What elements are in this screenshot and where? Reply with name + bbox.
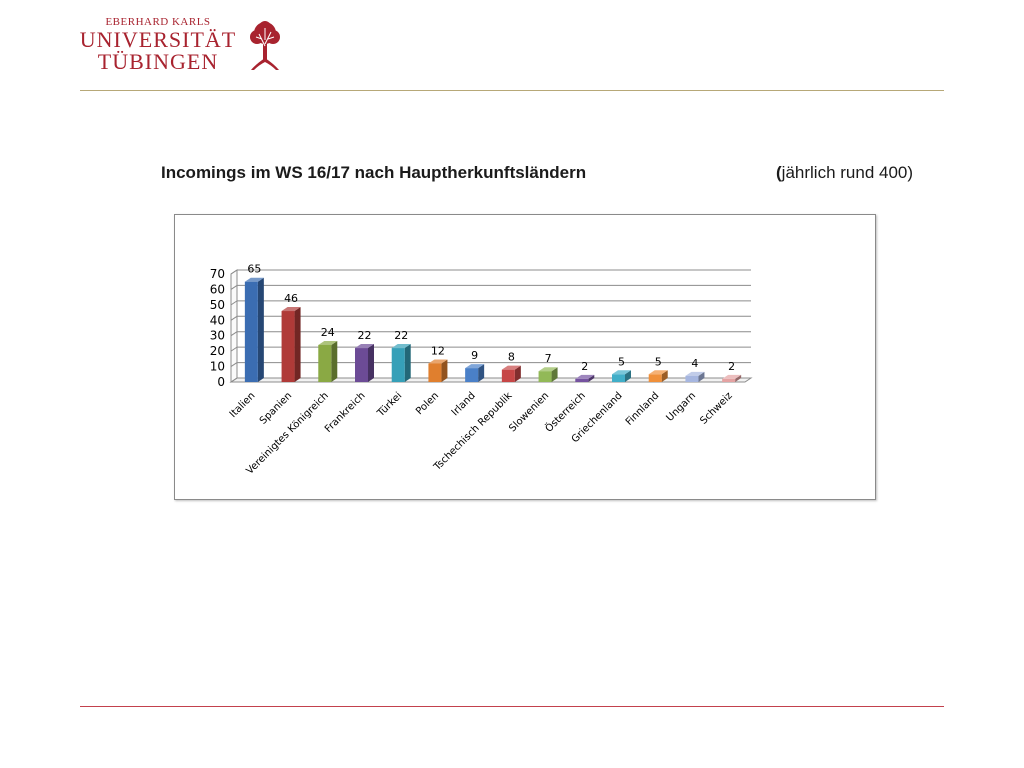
y-tick-label: 30: [210, 329, 225, 343]
y-tick-label: 40: [210, 313, 225, 327]
data-label: 22: [358, 329, 372, 342]
logo-line-3: TÜBINGEN: [97, 49, 219, 74]
logo-wordmark: EBERHARD KARLS UNIVERSITÄT TÜBINGEN: [78, 16, 238, 73]
bar: [501, 369, 515, 382]
bar-side: [441, 359, 448, 382]
bar-top: [281, 307, 301, 312]
bar-top: [465, 364, 485, 369]
header-divider: [80, 90, 944, 91]
bar-side: [625, 370, 631, 382]
bar-side: [368, 344, 374, 382]
x-tick-label: Spanien: [258, 390, 294, 426]
bar-top: [428, 359, 448, 364]
gridline-depth: [230, 285, 238, 290]
gridline-depth: [230, 315, 238, 321]
bar-side: [257, 277, 264, 382]
bar: [318, 344, 332, 382]
x-tick-label: Italien: [228, 390, 258, 420]
gridline-depth: [230, 300, 238, 306]
chart-side-wall: [230, 269, 238, 383]
y-tick-label: 20: [210, 344, 225, 358]
bar-side: [404, 344, 411, 382]
bar-top: [538, 367, 558, 372]
tree-icon: [250, 21, 280, 70]
bar-top: [612, 370, 631, 375]
data-label: 46: [284, 292, 298, 305]
data-label: 4: [691, 357, 698, 370]
gridline-depth: [230, 377, 238, 383]
data-label: 2: [581, 360, 588, 373]
university-logo: EBERHARD KARLS UNIVERSITÄT TÜBINGEN: [78, 16, 288, 74]
data-label: 7: [545, 352, 552, 365]
bar: [612, 374, 625, 382]
x-tick-label: Finnland: [624, 390, 662, 428]
slide-note-paren: (: [776, 163, 782, 182]
bar-side: [588, 374, 595, 382]
bar: [722, 378, 736, 382]
bar: [538, 371, 552, 382]
y-tick-label: 0: [217, 375, 225, 389]
chart-frame: 0 10 20 30 40 50 60 70 65 Italien 46 Spanien 24 Verei…: [174, 214, 876, 500]
data-label: 24: [321, 326, 335, 339]
gridline-depth: [230, 362, 238, 367]
bar-side: [735, 374, 742, 382]
bar-top: [318, 340, 338, 345]
slide-title: Incomings im WS 16/17 nach Hauptherkunft…: [161, 163, 587, 182]
bar: [465, 368, 479, 382]
logo-line-2: UNIVERSITÄT: [79, 27, 237, 52]
bar: [281, 311, 295, 382]
bar-side: [478, 364, 485, 382]
data-label: 2: [728, 360, 735, 373]
bar-top: [722, 374, 742, 379]
data-label: 22: [394, 329, 408, 342]
bar-side: [331, 340, 338, 382]
y-tick-label: 50: [210, 298, 225, 312]
bar-side: [294, 307, 301, 382]
bar-side: [514, 365, 521, 382]
data-label: 65: [247, 263, 261, 276]
bar: [391, 348, 405, 382]
bar: [648, 374, 662, 382]
x-tick-label: Schweiz: [698, 390, 734, 426]
slide-note-text: jährlich rund 400): [781, 163, 914, 182]
gridline-depth: [230, 269, 238, 275]
bar: [244, 281, 258, 382]
x-tick-label: Ungarn: [665, 390, 699, 424]
bar-side: [551, 367, 558, 382]
logo-line-1: EBERHARD KARLS: [105, 16, 211, 28]
y-tick-label: 60: [210, 282, 225, 296]
data-label: 9: [471, 349, 478, 362]
gridline-depth: [230, 346, 238, 352]
bar-top: [355, 344, 374, 349]
bar-top: [575, 374, 595, 379]
slide-note: (jährlich rund 400): [776, 163, 913, 183]
x-tick-label: Polen: [414, 390, 441, 417]
bar: [428, 363, 442, 382]
x-tick-label: Irland: [450, 390, 478, 418]
footer-divider: [80, 706, 944, 707]
data-label: 5: [618, 355, 625, 368]
x-tick-label: Türkei: [375, 390, 404, 419]
y-tick-label: 10: [210, 360, 225, 374]
gridline-depth: [230, 331, 238, 337]
data-label: 8: [508, 351, 515, 364]
bar: [575, 378, 589, 382]
y-tick-label: 70: [210, 267, 225, 281]
bar-side: [661, 370, 668, 382]
bar-top: [391, 344, 411, 349]
bar-top: [501, 365, 521, 370]
bar-top: [648, 370, 668, 375]
bar-top: [244, 277, 264, 282]
bar: [685, 375, 699, 382]
data-label: 5: [655, 355, 662, 368]
data-label: 12: [431, 344, 445, 357]
bar-side: [698, 371, 705, 382]
chart-floor: [229, 377, 753, 383]
bar-top: [685, 371, 705, 376]
bar: [355, 348, 368, 382]
